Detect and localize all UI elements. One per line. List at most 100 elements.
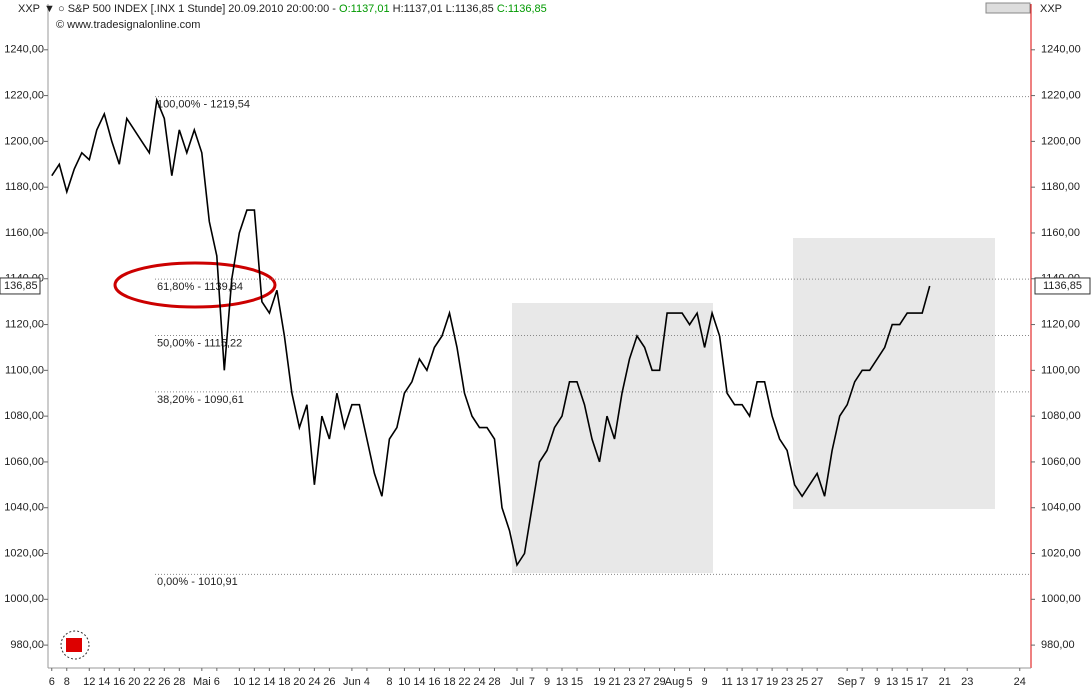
x-tick-label: 25 <box>796 676 808 688</box>
y-tick-label: 1100,00 <box>1041 364 1080 376</box>
x-tick-label: 22 <box>458 676 470 688</box>
y-tick-label: 1160,00 <box>1041 227 1080 239</box>
x-tick-label: 12 <box>83 676 95 688</box>
x-tick-label: 28 <box>488 676 500 688</box>
x-tick-label: 19 <box>593 676 605 688</box>
y-tick-label: 1020,00 <box>1041 547 1081 559</box>
x-tick-label: 11 <box>721 676 732 688</box>
open: O:1137,01 <box>339 3 390 15</box>
x-tick-label: 17 <box>916 676 928 688</box>
y-tick-label: 1220,00 <box>4 89 44 101</box>
x-tick-label: 26 <box>158 676 170 688</box>
x-tick-label: 14 <box>263 676 275 688</box>
y-tick-label: 1080,00 <box>1041 410 1081 422</box>
y-tick-label: 1180,00 <box>1041 181 1080 193</box>
x-tick-label: 8 <box>386 676 392 688</box>
highlight-ellipse <box>113 261 277 309</box>
y-tick-label: 1100,00 <box>5 364 44 376</box>
x-tick-label: 16 <box>113 676 125 688</box>
x-tick-label: 22 <box>143 676 155 688</box>
last-price-box <box>1034 277 1091 295</box>
y-tick-label: 1060,00 <box>4 456 44 468</box>
y-tick-label: 1240,00 <box>1041 44 1081 56</box>
x-tick-label: 10 <box>233 676 245 688</box>
x-tick-label: 14 <box>413 676 425 688</box>
x-tick-label: 26 <box>323 676 335 688</box>
y-tick-label: 1120,00 <box>5 318 44 330</box>
high-low: H:1137,01 L:1136,85 <box>393 3 494 15</box>
dropdown-icon[interactable]: ▼ <box>44 3 55 15</box>
y-tick-label: 1080,00 <box>4 410 44 422</box>
y-tick-label: 980,00 <box>10 639 44 651</box>
x-tick-label: 24 <box>473 676 485 688</box>
x-tick-label: Sep <box>837 676 857 688</box>
x-tick-label: 23 <box>961 676 973 688</box>
fib-label: 61,80% - 1139,84 <box>157 281 243 293</box>
x-tick-label: Jul <box>510 676 524 688</box>
y-tick-label: 1200,00 <box>4 135 44 147</box>
y-tick-label: 1060,00 <box>1041 456 1081 468</box>
x-tick-label: 21 <box>608 676 620 688</box>
info: S&P 500 INDEX [.INX 1 Stunde] 20.09.2010… <box>68 3 337 15</box>
close: C:1136,85 <box>497 3 547 15</box>
x-tick-label: 19 <box>766 676 778 688</box>
x-tick-label: 21 <box>939 676 951 688</box>
logo <box>60 630 90 660</box>
range-box <box>793 238 995 509</box>
fib-label: 38,20% - 1090,61 <box>157 394 244 406</box>
x-tick-label: 13 <box>886 676 898 688</box>
y-tick-label: 1120,00 <box>1041 318 1080 330</box>
x-tick-label: 7 <box>529 676 535 688</box>
fib-label: 100,00% - 1219,54 <box>157 99 250 111</box>
x-tick-label: 13 <box>556 676 568 688</box>
x-tick-label: 8 <box>64 676 70 688</box>
x-tick-label: 24 <box>308 676 320 688</box>
x-tick-label: Mai <box>193 676 211 688</box>
fib-label: 0,00% - 1010,91 <box>157 576 238 588</box>
symbol: XXP <box>18 3 40 15</box>
x-tick-label: 7 <box>859 676 865 688</box>
x-tick-label: 10 <box>398 676 410 688</box>
x-tick-label: 9 <box>702 676 708 688</box>
x-tick-label: 6 <box>49 676 55 688</box>
y-tick-label: 1160,00 <box>5 227 44 239</box>
x-tick-label: 15 <box>571 676 583 688</box>
x-tick-label: 4 <box>364 676 370 688</box>
x-tick-label: 20 <box>293 676 305 688</box>
x-tick-label: 6 <box>214 676 220 688</box>
y-tick-label: 1180,00 <box>5 181 44 193</box>
last-price-label-left: 136,85 <box>4 280 38 292</box>
x-tick-label: 18 <box>278 676 290 688</box>
x-tick-label: 13 <box>736 676 748 688</box>
y-tick-label: 1220,00 <box>1041 89 1081 101</box>
x-tick-label: 23 <box>781 676 793 688</box>
x-tick-label: 5 <box>687 676 693 688</box>
y-tick-label: 1200,00 <box>1041 135 1081 147</box>
y-tick-label: 1000,00 <box>4 593 44 605</box>
y-tick-label: 980,00 <box>1041 639 1075 651</box>
x-tick-label: Aug <box>665 676 685 688</box>
x-tick-label: 20 <box>128 676 140 688</box>
x-tick-label: 9 <box>874 676 880 688</box>
window-buttons[interactable] <box>985 2 1031 14</box>
y-tick-label: 1040,00 <box>1041 502 1081 514</box>
x-tick-label: 27 <box>811 676 823 688</box>
y-tick-label: 1020,00 <box>4 547 44 559</box>
last-price-box-left <box>0 277 41 295</box>
x-tick-label: 24 <box>1014 676 1026 688</box>
x-tick-label: 18 <box>443 676 455 688</box>
x-tick-label: 12 <box>248 676 260 688</box>
y-tick-label: 1240,00 <box>4 44 44 56</box>
y-tick-label: 1000,00 <box>1041 593 1081 605</box>
symbol: XXP <box>1040 3 1062 15</box>
x-tick-label: 28 <box>173 676 185 688</box>
price-line <box>51 97 931 568</box>
x-tick-label: 9 <box>544 676 550 688</box>
x-tick-label: Jun <box>343 676 361 688</box>
x-tick-label: 16 <box>428 676 440 688</box>
x-tick-label: 27 <box>638 676 650 688</box>
y-tick-label: 1040,00 <box>4 502 44 514</box>
x-tick-label: 29 <box>653 676 665 688</box>
x-tick-label: 23 <box>623 676 635 688</box>
